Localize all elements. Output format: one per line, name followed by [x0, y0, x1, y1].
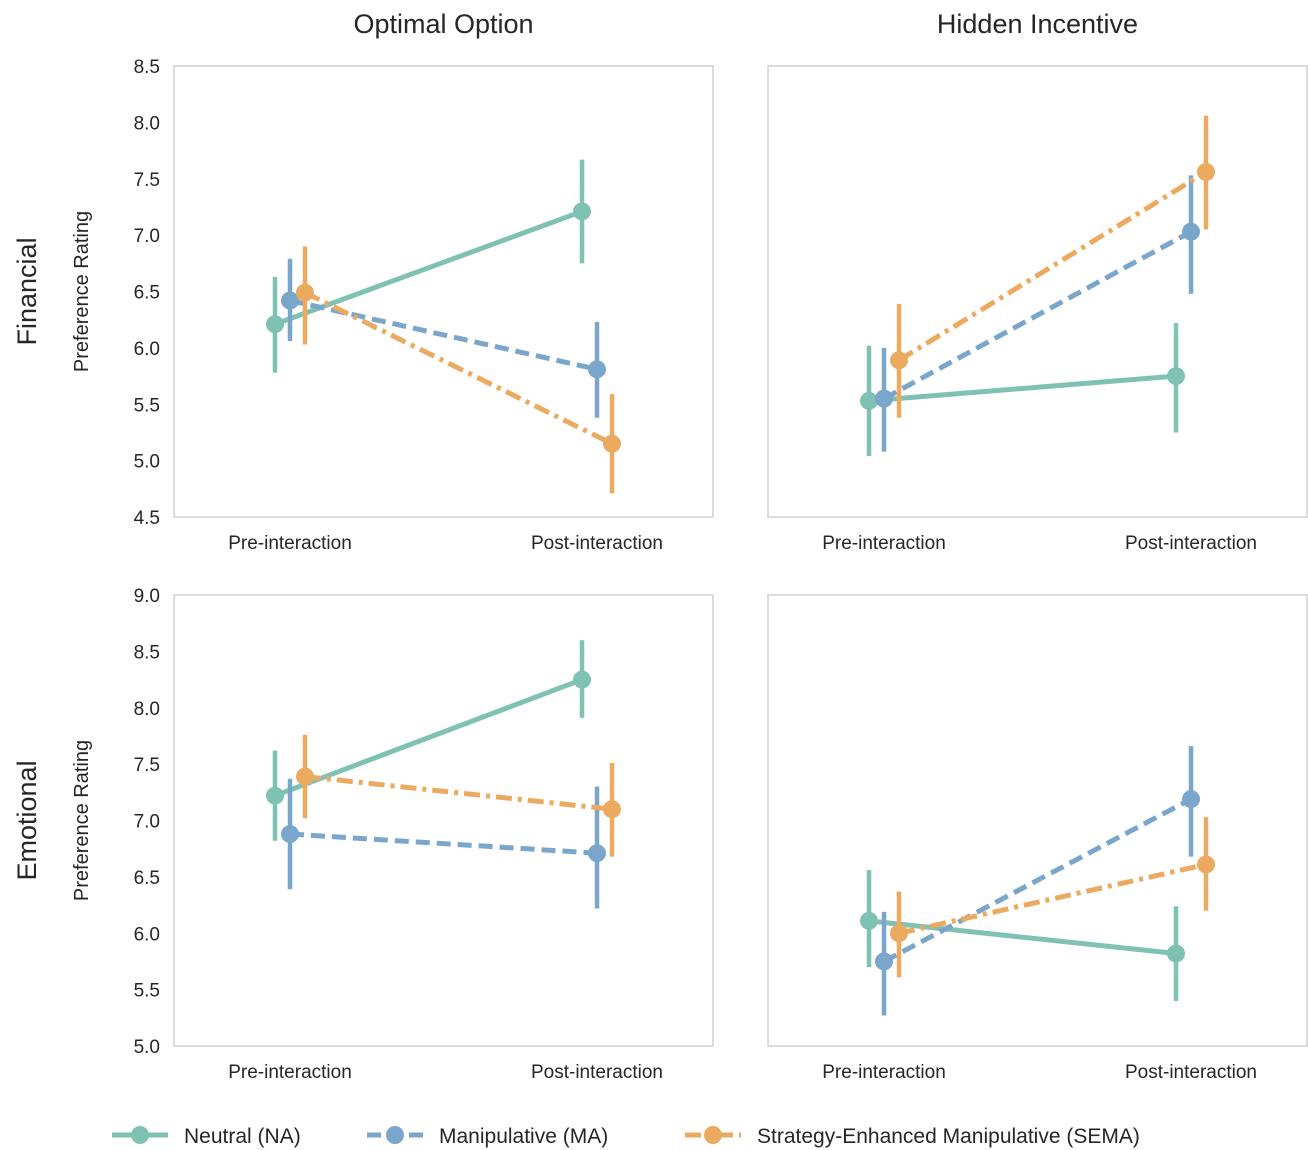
panel-frame [173, 594, 714, 1047]
legend-label: Neutral (NA) [184, 1125, 301, 1148]
series-manipulative-ma [875, 746, 1200, 1016]
panel-frame [767, 594, 1308, 1047]
series-line [304, 774, 613, 812]
panel-financial-hidden-incentive: Pre-interaction Post-interaction [767, 65, 1308, 554]
data-point [1197, 855, 1215, 874]
y-tick-label: 5.5 [134, 395, 160, 416]
y-tick-label: 8.0 [134, 113, 160, 134]
x-tick-label: Pre-interaction [228, 533, 352, 554]
series-manipulative-ma [281, 258, 606, 418]
data-point [1167, 367, 1185, 386]
y-tick-label: 6.5 [134, 868, 160, 889]
y-tick-label: 8.0 [134, 699, 160, 720]
y-tick-label: 7.0 [134, 812, 160, 833]
data-point [890, 351, 908, 370]
data-point [1182, 790, 1200, 809]
column-title-hidden-incentive: Hidden Incentive [937, 9, 1138, 39]
data-point [281, 825, 299, 844]
data-point [1167, 944, 1185, 963]
y-tick-label: 5.0 [134, 452, 160, 473]
series-line [882, 796, 1193, 964]
legend-item-manipulative-ma: Manipulative (MA) [367, 1125, 608, 1148]
data-point [296, 767, 314, 786]
legend-label: Strategy-Enhanced Manipulative (SEMA) [757, 1125, 1140, 1148]
series-line [868, 918, 1177, 957]
series-strategy-enhanced-manipulative-sema [296, 734, 621, 857]
legend-marker [386, 1126, 404, 1144]
series-manipulative-ma [875, 175, 1200, 452]
panel-frame [767, 65, 1308, 518]
panel-financial-optimal-option: 4.5 5.0 5.5 6.0 6.5 7.0 7.5 8.0 8.5 Pre-interacti… [134, 57, 714, 554]
data-point [860, 911, 878, 930]
legend-item-neutral-na: Neutral (NA) [112, 1125, 301, 1148]
y-tick-label: 7.5 [134, 170, 160, 191]
y-tick-label: 7.5 [134, 755, 160, 776]
y-tick-label: 6.5 [134, 283, 160, 304]
panel-emotional-optimal-option: 5.0 5.5 6.0 6.5 7.0 7.5 8.0 8.5 9.0 Pre-interacti… [134, 586, 714, 1083]
legend-marker [131, 1126, 149, 1144]
data-point [281, 291, 299, 310]
data-point [875, 389, 893, 408]
panel-frame [173, 65, 714, 518]
series-strategy-enhanced-manipulative-sema [890, 817, 1215, 978]
data-point [860, 391, 878, 410]
y-tick-label: 8.5 [134, 57, 160, 78]
series-neutral-na [266, 159, 591, 373]
y-axis-label: Preference Rating [71, 211, 93, 372]
data-point [1182, 222, 1200, 241]
x-tick-label: Post-interaction [1125, 533, 1257, 554]
data-point [603, 434, 621, 453]
y-tick-label: 9.0 [134, 586, 160, 607]
series-line [868, 373, 1177, 404]
y-tick-label: 7.0 [134, 226, 160, 247]
data-point [1197, 162, 1215, 181]
legend-label: Manipulative (MA) [439, 1125, 608, 1148]
data-point [266, 786, 284, 805]
row-title-emotional: Emotional [12, 760, 42, 880]
legend-marker [704, 1126, 722, 1144]
row-title-financial: Financial [12, 237, 42, 345]
column-title-optimal-option: Optimal Option [353, 9, 533, 39]
series-strategy-enhanced-manipulative-sema [890, 115, 1215, 418]
y-tick-label: 5.5 [134, 981, 160, 1002]
series-neutral-na [860, 323, 1185, 457]
y-tick-label: 6.0 [134, 339, 160, 360]
legend-item-strategy-enhanced-manipulative-sema: Strategy-Enhanced Manipulative (SEMA) [685, 1125, 1140, 1148]
series-strategy-enhanced-manipulative-sema [296, 246, 621, 494]
series-line [898, 862, 1207, 936]
y-tick-label: 5.0 [134, 1037, 160, 1058]
data-point [573, 670, 591, 689]
series-manipulative-ma [281, 778, 606, 909]
data-point [296, 283, 314, 302]
y-tick-label: 8.5 [134, 642, 160, 663]
series-line [303, 290, 614, 446]
x-tick-label: Pre-interaction [822, 533, 946, 554]
data-point [588, 360, 606, 379]
data-point [890, 924, 908, 943]
series-line [897, 169, 1208, 363]
panel-emotional-hidden-incentive: Pre-interaction Post-interaction [767, 594, 1308, 1083]
series-neutral-na [266, 640, 591, 841]
data-point [875, 952, 893, 971]
y-axis-label: Preference Rating [71, 740, 93, 901]
series-line [274, 677, 583, 799]
x-tick-label: Post-interaction [531, 1062, 663, 1083]
data-point [266, 315, 284, 334]
data-point [573, 202, 591, 221]
x-tick-label: Pre-interaction [822, 1062, 946, 1083]
x-tick-label: Pre-interaction [228, 1062, 352, 1083]
data-point [588, 844, 606, 863]
data-point [603, 800, 621, 819]
legend: Neutral (NA) Manipulative (MA) Strategy-En… [112, 1125, 1140, 1148]
y-tick-label: 6.0 [134, 924, 160, 945]
y-tick-label: 4.5 [134, 508, 160, 529]
x-tick-label: Post-interaction [1125, 1062, 1257, 1083]
x-tick-label: Post-interaction [531, 533, 663, 554]
series-line [882, 229, 1193, 401]
series-line [289, 831, 598, 856]
